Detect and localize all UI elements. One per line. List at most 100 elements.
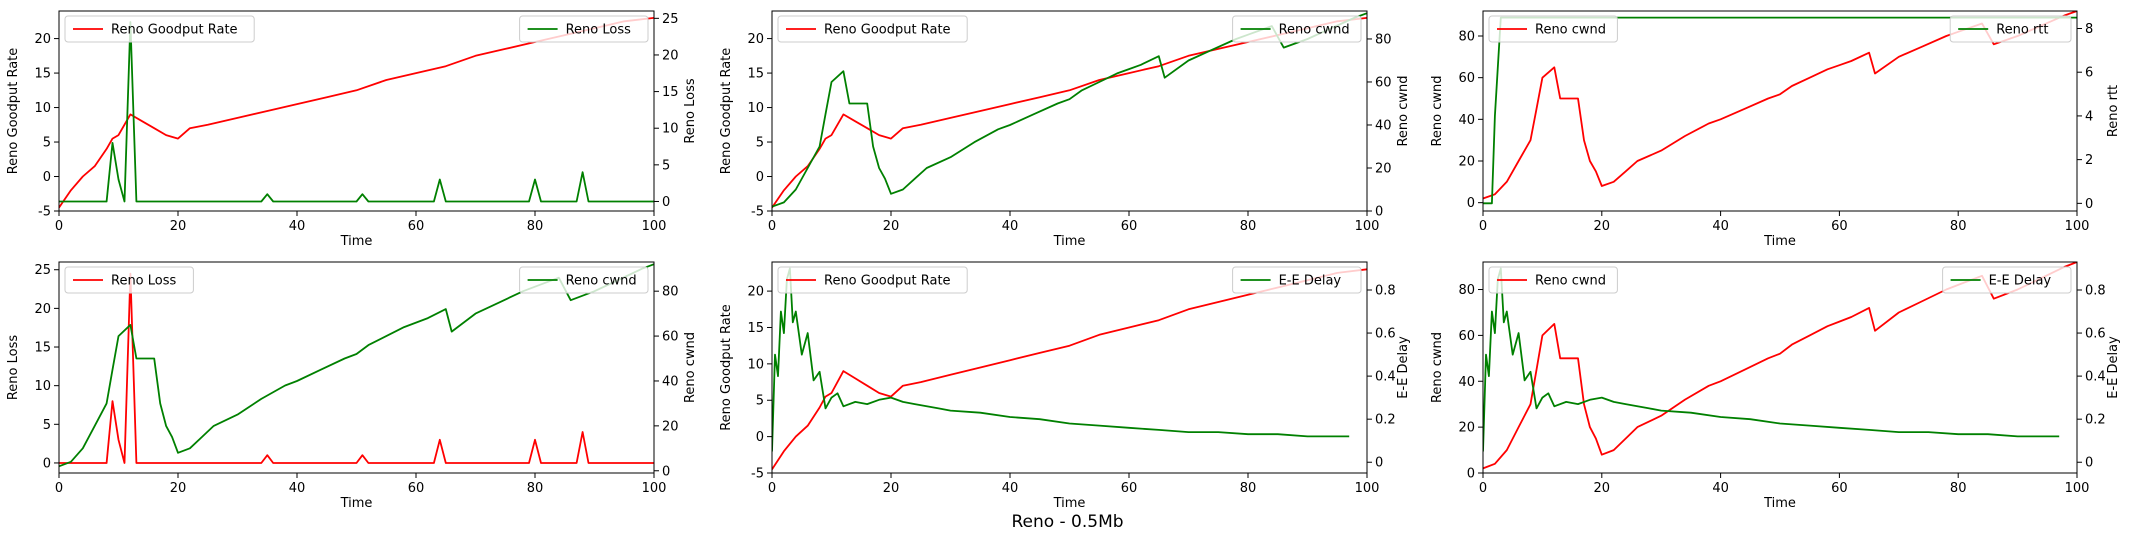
- x-tick-label: 100: [2065, 219, 2090, 234]
- legend-label: E-E Delay: [1989, 274, 2052, 289]
- y-tick-label-right: 0: [2085, 456, 2093, 471]
- y-tick-label-left: 15: [747, 67, 764, 82]
- y-tick-label-right: 0: [2085, 197, 2093, 212]
- y-tick-label-left: 0: [756, 430, 764, 445]
- y-tick-label-right: 0: [662, 195, 670, 210]
- y-tick-label-left: 20: [34, 32, 51, 47]
- y-axis-label-left: Reno Goodput Rate: [6, 48, 21, 175]
- legend-left: Reno Goodput Rate: [777, 15, 968, 43]
- y-axis-label-left: Reno cwnd: [1430, 75, 1445, 146]
- y-tick-label-left: 20: [1458, 155, 1475, 170]
- y-tick-label-left: 20: [747, 285, 764, 300]
- y-tick-label-left: 5: [756, 136, 764, 151]
- x-tick-label: 100: [1355, 219, 1380, 234]
- subplot-6: 0 20 40 60 80 100 Time 0 20 40 60 80 Reno cwnd 0 0.2 0.…: [1430, 261, 2121, 511]
- x-tick-label: 80: [527, 481, 544, 496]
- y-tick-label-right: 80: [662, 285, 679, 300]
- x-tick-label: 60: [408, 481, 425, 496]
- y-tick-label-left: 20: [34, 302, 51, 317]
- y-tick-label-left: 60: [1458, 71, 1475, 86]
- series-line-left: [59, 17, 654, 209]
- y-tick-label-left: 10: [747, 101, 764, 116]
- x-tick-label: 0: [55, 481, 63, 496]
- x-tick-label: 40: [1002, 481, 1019, 496]
- y-tick-label-left: 60: [1458, 329, 1475, 344]
- x-tick-label: 40: [1712, 219, 1729, 234]
- y-tick-label-right: 0: [662, 464, 670, 479]
- axes-frame: [58, 261, 655, 474]
- axes-frame: [771, 261, 1368, 474]
- y-tick-label-right: 0: [1375, 456, 1383, 471]
- y-tick-label-right: 0.4: [1375, 370, 1396, 385]
- y-tick-label-right: 0.2: [1375, 413, 1396, 428]
- x-tick-label: 80: [527, 219, 544, 234]
- x-tick-label: 60: [408, 219, 425, 234]
- x-tick-label: 60: [1831, 481, 1848, 496]
- x-tick-label: 100: [2065, 481, 2090, 496]
- x-tick-label: 0: [768, 481, 776, 496]
- y-tick-label-right: 10: [662, 122, 679, 137]
- subplot-2: 0 20 40 60 80 100 Time -5 0 5 10 15 20 Reno Goodput R…: [719, 10, 1411, 249]
- x-tick-label: 20: [1594, 481, 1611, 496]
- legend-right: Reno Loss: [519, 15, 649, 43]
- y-tick-label-left: 5: [756, 394, 764, 409]
- series-line-left: [772, 17, 1367, 209]
- y-tick-label-right: 20: [1375, 161, 1392, 176]
- legend-label: Reno cwnd: [566, 274, 637, 289]
- axes-frame: [771, 10, 1368, 212]
- x-axis-label: Time: [340, 234, 373, 249]
- legend-label: Reno Goodput Rate: [111, 23, 238, 38]
- y-tick-label-left: 80: [1458, 283, 1475, 298]
- x-tick-label: 20: [883, 481, 900, 496]
- x-tick-label: 80: [1240, 219, 1257, 234]
- legend-right: Reno rtt: [1949, 15, 2072, 43]
- figure-suptitle: Reno - 0.5Mb: [1011, 512, 1124, 532]
- y-tick-label-right: 20: [662, 48, 679, 63]
- x-tick-label: 40: [1002, 219, 1019, 234]
- subplot-4: 0 20 40 60 80 100 Time 0 5 10 15 20 25 Reno Loss 0 20 40…: [6, 261, 698, 511]
- x-tick-label: 0: [1479, 219, 1487, 234]
- legend-left: Reno cwnd: [1488, 15, 1618, 43]
- legend-label: Reno cwnd: [1535, 274, 1606, 289]
- legend-left: Reno Goodput Rate: [64, 15, 255, 43]
- y-tick-label-right: 0.6: [2085, 327, 2106, 342]
- y-tick-label-left: 0: [756, 170, 764, 185]
- legend-right: E-E Delay: [1942, 266, 2072, 294]
- y-tick-label-left: 0: [1467, 196, 1475, 211]
- y-tick-label-left: 25: [34, 263, 51, 278]
- y-tick-label-left: 10: [34, 379, 51, 394]
- y-axis-label-right: Reno cwnd: [1396, 75, 1411, 146]
- x-tick-label: 20: [883, 219, 900, 234]
- y-axis-label-right: Reno cwnd: [683, 332, 698, 403]
- y-tick-label-left: 10: [747, 357, 764, 372]
- y-tick-label-right: 4: [2085, 109, 2093, 124]
- y-tick-label-right: 6: [2085, 66, 2093, 81]
- y-tick-label-left: 40: [1458, 113, 1475, 128]
- series-line-left: [59, 272, 654, 464]
- y-tick-label-left: 20: [1458, 421, 1475, 436]
- x-tick-label: 40: [1712, 481, 1729, 496]
- y-tick-label-left: 80: [1458, 30, 1475, 45]
- y-axis-label-left: Reno Goodput Rate: [719, 304, 734, 431]
- x-tick-label: 0: [55, 219, 63, 234]
- x-tick-label: 0: [768, 219, 776, 234]
- y-tick-label-left: 5: [43, 418, 51, 433]
- x-tick-label: 80: [1950, 219, 1967, 234]
- y-tick-label-right: 0: [1375, 205, 1383, 220]
- x-tick-label: 100: [1355, 481, 1380, 496]
- y-tick-label-left: -5: [751, 467, 764, 482]
- legend-label: Reno Loss: [111, 274, 177, 289]
- y-tick-label-left: 0: [1467, 467, 1475, 482]
- x-tick-label: 100: [642, 219, 667, 234]
- y-tick-label-left: -5: [38, 205, 51, 220]
- y-tick-label-right: 80: [1375, 32, 1392, 47]
- legend-left: Reno cwnd: [1488, 266, 1618, 294]
- y-tick-label-right: 0.6: [1375, 327, 1396, 342]
- y-axis-label-left: Reno cwnd: [1430, 332, 1445, 403]
- x-axis-label: Time: [1763, 234, 1796, 249]
- y-tick-label-right: 40: [1375, 118, 1392, 133]
- y-tick-label-left: -5: [751, 205, 764, 220]
